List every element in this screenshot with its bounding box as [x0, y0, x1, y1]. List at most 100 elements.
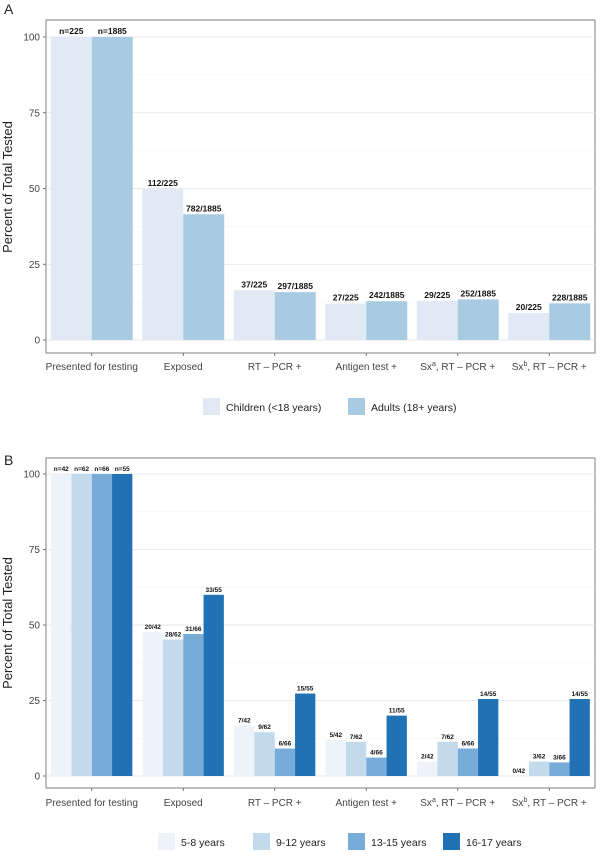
panel-a: A 0 25 50 75 100 Percent of Total Tested Presen…	[0, 1, 596, 415]
panel-a-bar	[91, 37, 133, 340]
panel-b-y-tick-label: 100	[23, 470, 40, 481]
panel-a-x-tick-label: Sxa, RT – PCR +	[420, 361, 495, 373]
panel-a-y-tick-label: 25	[29, 260, 41, 271]
panel-b-legend: 5-8 years 9-12 years 13-15 years 16-17 year…	[158, 833, 521, 850]
panel-a-legend-label: Adults (18+ years)	[371, 402, 457, 414]
panel-a-data-label: 228/1885	[552, 292, 588, 302]
panel-b-legend-swatch	[443, 833, 460, 850]
panel-b-data-label: n=62	[74, 466, 89, 473]
panel-a-plot-frame	[45, 19, 596, 354]
panel-b-plot-frame	[45, 457, 596, 789]
panel-b-bar	[142, 632, 163, 776]
panel-b-bar	[325, 740, 346, 776]
panel-b-legend-swatch	[253, 833, 270, 850]
panel-a-bar	[457, 299, 499, 340]
panel-b-data-label: 28/62	[165, 631, 182, 638]
panel-a-bar	[142, 189, 184, 340]
panel-a-data-label: 242/1885	[369, 290, 405, 300]
panel-b-bar	[295, 693, 316, 776]
panel-a-x-tick-label: Antigen test +	[336, 362, 398, 373]
panel-a-bar	[233, 290, 275, 340]
panel-b-y-tick-label: 50	[29, 621, 41, 632]
panel-b-legend-swatch	[158, 833, 175, 850]
panel-b-data-label: n=66	[94, 466, 109, 473]
panel-b-legend-swatch	[348, 833, 365, 850]
panel-b-legend-label: 9-12 years	[276, 837, 326, 849]
panel-b-x-tick-label: RT – PCR +	[248, 798, 302, 809]
panel-b-letter: B	[4, 452, 13, 468]
panel-b-data-label: 31/66	[185, 626, 202, 633]
panel-b-x-tick-label: Sxb, RT – PCR +	[512, 797, 587, 809]
panel-a-data-label: 27/225	[333, 293, 359, 303]
panel-a-data-label: 297/1885	[278, 281, 314, 291]
panel-a-legend-label: Children (<18 years)	[226, 402, 321, 414]
panel-b-data-label: 7/42	[238, 718, 251, 725]
panel-b-data-label: n=55	[115, 466, 130, 473]
panel-a-legend-swatch	[348, 398, 365, 415]
panel-b-data-label: 6/66	[279, 741, 292, 748]
panel-b-bar	[162, 639, 184, 776]
panel-a-y-tick-label: 0	[34, 336, 40, 347]
panel-b-y-tick-label: 25	[29, 696, 41, 707]
panel-b-legend-label: 5-8 years	[181, 837, 225, 849]
panel-b-legend-label: 16-17 years	[466, 837, 521, 849]
panel-b-bar	[366, 757, 387, 776]
panel-b-bar	[51, 474, 72, 776]
panel-a-bar	[274, 292, 316, 340]
panel-b-bar	[386, 715, 407, 776]
panel-b-bar	[345, 741, 367, 776]
panel-b-y-axis-label: Percent of Total Tested	[0, 557, 15, 689]
panel-a-data-label: n=225	[59, 26, 84, 36]
panel-a-legend-swatch	[203, 398, 220, 415]
panel-b-data-label: n=42	[54, 466, 69, 473]
panel-b-y-tick-label: 75	[29, 545, 41, 556]
panel-b-bar	[183, 634, 204, 776]
panel-b-data-label: 14/55	[572, 691, 589, 698]
panel-b-data-label: 15/55	[297, 686, 314, 693]
panel-b-bar	[549, 762, 570, 776]
panel-a-y-tick-label: 50	[29, 184, 41, 195]
panel-b-bar	[91, 474, 113, 776]
panel-b-data-label: 14/55	[480, 691, 497, 698]
panel-a-x-tick-label: RT – PCR +	[248, 362, 302, 373]
panel-b-data-label: 4/66	[370, 750, 383, 757]
panel-b-bar	[437, 741, 458, 776]
panel-a-data-label: 112/225	[148, 178, 179, 188]
panel-a-data-label: 37/225	[241, 279, 267, 289]
panel-b-data-label: 3/62	[533, 754, 546, 761]
panel-b-bar	[528, 761, 550, 776]
panel-a-x-tick-label: Sxb, RT – PCR +	[512, 361, 587, 373]
panel-a-data-label: 20/225	[516, 302, 542, 312]
panel-b-bar	[254, 732, 275, 776]
panel-b-bar	[274, 748, 296, 776]
panel-b-data-label: 9/62	[258, 724, 271, 731]
panel-b-data-label: 3/66	[553, 754, 566, 761]
panel-a-bar	[50, 37, 92, 340]
panel-a-x-tick-label: Presented for testing	[46, 362, 138, 373]
panel-b-data-label: 7/62	[441, 734, 454, 741]
panel-b-data-label: 20/42	[145, 624, 162, 631]
panel-b-data-label: 11/55	[389, 708, 405, 715]
panel-a-data-label: 252/1885	[461, 288, 497, 298]
panel-b-data-label: 7/62	[350, 734, 363, 741]
panel-b: B 0 25 50 75 100 Percent of Total Tested Presen…	[0, 452, 596, 850]
panel-a-bar	[508, 313, 550, 340]
panel-b-x-tick-label: Presented for testing	[46, 798, 138, 809]
panel-a-bar	[416, 300, 458, 340]
panel-b-data-label: 5/42	[329, 732, 342, 739]
panel-b-bar	[478, 698, 499, 776]
panel-b-legend-label: 13-15 years	[371, 837, 426, 849]
panel-b-bar	[203, 594, 224, 776]
panel-a-y-tick-label: 75	[29, 108, 41, 119]
panel-a-bar	[183, 214, 225, 340]
panel-a-x-tick-label: Exposed	[164, 362, 203, 373]
panel-b-bar	[112, 474, 133, 776]
panel-b-data-label: 33/55	[206, 587, 223, 594]
panel-a-bar	[366, 301, 408, 340]
panel-b-data-label: 6/66	[462, 741, 475, 748]
panel-a-bar	[549, 303, 591, 340]
panel-b-x-tick-label: Exposed	[164, 798, 203, 809]
panel-b-y-tick-label: 0	[34, 772, 40, 783]
